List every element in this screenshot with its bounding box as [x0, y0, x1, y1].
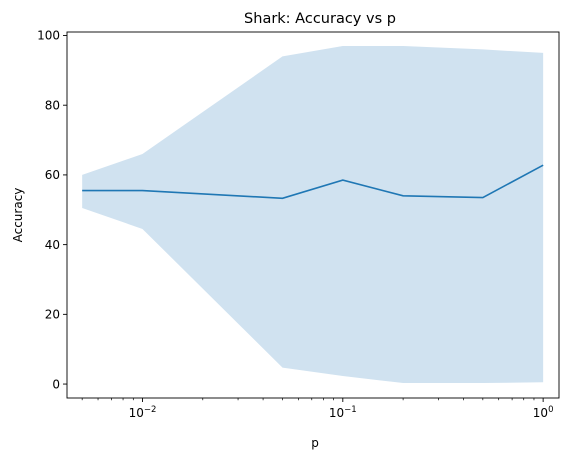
- y-tick-label: 0: [52, 377, 60, 391]
- x-tick-label: 10−1: [329, 405, 357, 420]
- x-tick-label: 10−2: [129, 405, 157, 420]
- y-tick-label: 80: [45, 98, 60, 112]
- series-points: [82, 165, 544, 199]
- y-tick-label: 40: [45, 238, 60, 252]
- x-axis: 10−2 10−1 100: [81, 398, 554, 420]
- plot-frame: [66, 31, 560, 399]
- y-axis-label: Accuracy: [11, 188, 25, 243]
- x-tick-label: 100: [533, 405, 554, 420]
- confidence-band: [82, 45, 544, 384]
- chart-title: Shark: Accuracy vs p: [244, 11, 396, 27]
- y-tick-label: 100: [37, 29, 60, 43]
- plot-area: [82, 45, 544, 384]
- y-axis: 0 20 40 60 80 100: [37, 29, 67, 391]
- y-tick-label: 20: [45, 308, 60, 322]
- x-axis-label: p: [311, 436, 319, 450]
- y-tick-label: 60: [45, 168, 60, 182]
